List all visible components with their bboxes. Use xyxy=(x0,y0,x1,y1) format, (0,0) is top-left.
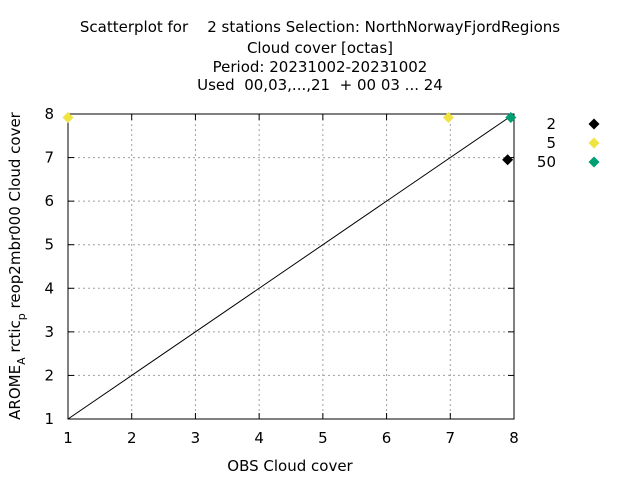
legend-label-5: 5 xyxy=(546,134,556,152)
y-tick-label: 1 xyxy=(44,410,54,428)
plot-frame xyxy=(67,113,515,420)
y-tick-label: 6 xyxy=(44,192,54,210)
title-line-1: Scatterplot for 2 stations Selection: No… xyxy=(79,18,561,36)
data-point-2 xyxy=(502,154,514,166)
x-tick-label: 8 xyxy=(509,429,519,447)
title-line-3: Period: 20231002-20231002 xyxy=(212,58,428,76)
title-line-4: Used 00,03,...,21 + 00 03 ... 24 xyxy=(197,76,443,94)
axis-ticks: 1 2 3 4 5 6 7 8 1 2 3 4 5 6 7 8 xyxy=(44,105,518,447)
legend-marker-2 xyxy=(588,118,600,130)
x-tick-label: 3 xyxy=(191,429,201,447)
x-tick-label: 5 xyxy=(318,429,328,447)
legend-label-50: 50 xyxy=(537,153,556,171)
grid xyxy=(68,114,514,419)
y-axis-label: AROMEA rcticp reop2mbr000 Cloud cover xyxy=(6,111,28,420)
y-axis-label-part: AROME xyxy=(6,365,24,420)
y-axis-label-part: rctic xyxy=(6,320,24,357)
legend-label-2: 2 xyxy=(546,115,556,133)
y-axis-label-part: p xyxy=(15,313,28,320)
legend-marker-5 xyxy=(588,137,600,149)
data-points xyxy=(62,111,517,166)
y-axis-label-part: reop2mbr000 Cloud cover xyxy=(6,111,24,313)
x-tick-label: 7 xyxy=(446,429,456,447)
y-tick-label: 5 xyxy=(44,236,54,254)
x-tick-label: 2 xyxy=(127,429,137,447)
y-tick-label: 8 xyxy=(44,105,54,123)
data-point-50 xyxy=(505,111,517,123)
y-tick-label: 3 xyxy=(44,323,54,341)
x-axis-label: OBS Cloud cover xyxy=(227,457,353,475)
title-line-2: Cloud cover [octas] xyxy=(246,39,394,57)
x-tick-label: 4 xyxy=(254,429,264,447)
y-axis-label-part: A xyxy=(15,357,28,365)
y-tick-label: 7 xyxy=(44,149,54,167)
legend-marker-50 xyxy=(588,156,600,168)
diagonal-line xyxy=(67,113,515,420)
x-tick-label: 6 xyxy=(382,429,392,447)
data-point-5 xyxy=(62,111,74,123)
x-tick-label: 1 xyxy=(63,429,73,447)
data-point-5 xyxy=(442,111,454,123)
y-tick-label: 4 xyxy=(44,279,54,297)
y-tick-label: 2 xyxy=(44,366,54,384)
